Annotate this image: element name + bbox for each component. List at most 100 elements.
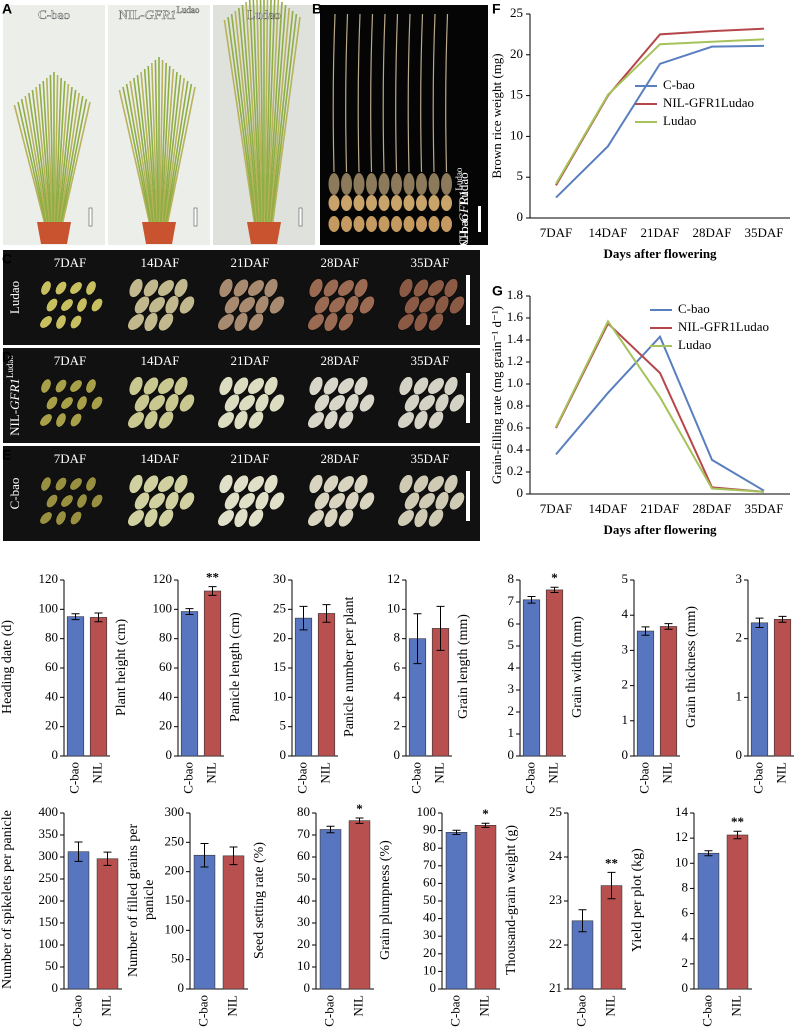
stage-label: 7DAF xyxy=(54,451,87,466)
y-tick-label: 2 xyxy=(736,630,743,645)
y-tick-label: 4 xyxy=(508,659,515,674)
grain xyxy=(158,410,174,430)
grain xyxy=(233,508,249,528)
awn xyxy=(370,13,374,173)
y-axis-label: Heading date (d) xyxy=(0,619,15,715)
grain xyxy=(91,396,103,410)
bar xyxy=(319,829,342,990)
grain xyxy=(403,216,415,232)
y-tick-label: 0 xyxy=(517,209,524,224)
grain xyxy=(328,394,346,412)
grain xyxy=(391,216,402,232)
grain xyxy=(148,394,166,412)
y-tick-label: 24 xyxy=(549,848,563,863)
bar xyxy=(600,885,623,990)
y-tick-label: 12 xyxy=(675,829,688,844)
grain xyxy=(134,491,150,511)
x-tick-label: 7DAF xyxy=(540,501,573,516)
stem xyxy=(55,80,66,223)
grain xyxy=(403,195,415,211)
stage-label: 7DAF xyxy=(54,255,87,270)
grain xyxy=(328,195,340,211)
y-axis-label: Grain plumpness (%) xyxy=(378,840,393,960)
stem xyxy=(266,0,280,223)
y-tick-label: 5 xyxy=(508,637,515,652)
legend-label: NIL-GFR1Ludao xyxy=(678,319,769,334)
scale-bar xyxy=(193,207,198,227)
y-tick-label: 0.6 xyxy=(507,419,524,434)
stem xyxy=(230,13,257,223)
stem xyxy=(154,59,159,223)
grain xyxy=(143,312,159,332)
y-tick-label: 70 xyxy=(423,857,436,872)
grain xyxy=(353,195,365,211)
grain xyxy=(143,508,159,528)
stage-label: 14DAF xyxy=(140,255,179,270)
grain xyxy=(341,216,352,232)
awn xyxy=(345,13,349,173)
y-tick-label: 15 xyxy=(510,87,523,102)
grain xyxy=(55,281,67,295)
y-tick-label: 0.2 xyxy=(507,463,523,478)
legend-label: NIL-GFR1Ludao xyxy=(663,95,754,110)
y-tick-label: 4 xyxy=(682,930,689,945)
grain xyxy=(238,492,256,510)
y-tick-label: 50 xyxy=(297,870,310,885)
figure-top: C-bao NIL-GFR1Ludao LudaoLudaoNIL-GFR1Luda… xyxy=(2,0,790,541)
grain xyxy=(428,410,444,430)
bar-chart: Yield per plot (kg) 0 2 4 6 8 10 12 14 C-bao NIL ** xyxy=(630,803,756,1036)
stem xyxy=(60,95,84,223)
stem xyxy=(245,1,261,223)
stem xyxy=(59,92,80,223)
label-part: GFR1 xyxy=(456,191,471,223)
y-tick-label: 0 xyxy=(430,980,437,995)
grain xyxy=(404,491,420,511)
stem xyxy=(140,71,156,223)
stem xyxy=(143,68,157,223)
scale-bar xyxy=(478,206,481,232)
x-tick-label: NIL xyxy=(602,995,617,1017)
y-tick-label: 5 xyxy=(280,718,287,733)
x-tick-label: 21DAF xyxy=(640,501,679,516)
grain xyxy=(416,195,427,211)
grain xyxy=(69,477,83,491)
bar xyxy=(67,851,90,990)
y-axis-label: Grain-filling rate (mg grain⁻¹ d⁻¹) xyxy=(489,306,504,484)
grain xyxy=(85,378,97,394)
y-tick-label: 10 xyxy=(297,958,310,973)
label-part: C-bao xyxy=(38,7,70,22)
x-tick-label: NIL xyxy=(659,762,674,784)
grain xyxy=(416,216,427,232)
stem xyxy=(234,10,258,223)
stem xyxy=(164,77,185,223)
line xyxy=(555,44,765,199)
grain xyxy=(39,315,53,329)
y-tick-label: 8 xyxy=(508,571,515,586)
awn xyxy=(445,13,449,173)
label: NIL-GFR1Ludao xyxy=(454,167,471,248)
grain xyxy=(428,216,440,232)
grain xyxy=(314,393,330,413)
grain xyxy=(328,492,346,510)
bar xyxy=(203,590,222,757)
y-axis-label: Brown rice weight (mg) xyxy=(489,53,504,178)
y-tick-label: 20 xyxy=(510,46,523,61)
grain xyxy=(46,396,58,410)
stage-label: 28DAF xyxy=(320,353,359,368)
y-tick-label: 4 xyxy=(394,688,401,703)
bar xyxy=(317,613,336,757)
stage-label: 21DAF xyxy=(230,255,269,270)
y-axis-label: Grain length (mm) xyxy=(456,614,471,720)
error-bar xyxy=(664,623,673,630)
error-bar xyxy=(550,586,559,594)
stem xyxy=(159,62,167,223)
legend-label: C-bao xyxy=(678,301,710,316)
legend-label: Ludao xyxy=(663,113,696,128)
error-bar xyxy=(200,843,209,868)
grain xyxy=(378,173,390,195)
y-tick-label: 0 xyxy=(508,747,515,762)
error-bar xyxy=(452,829,461,835)
grain xyxy=(85,280,97,296)
grain xyxy=(328,216,340,232)
grain xyxy=(359,295,375,315)
